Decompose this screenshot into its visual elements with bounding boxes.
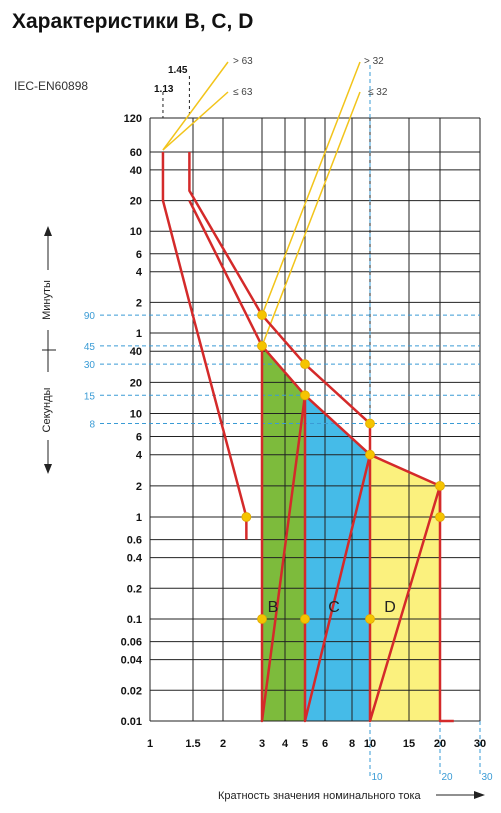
y-tick-label-minutes: 60 xyxy=(130,147,142,159)
limit-label: 1.13 xyxy=(154,84,174,95)
x-tick-label: 15 xyxy=(403,738,415,750)
y-tick-label-seconds: 0.02 xyxy=(121,685,142,697)
y-axis-label: Минуты Секунды xyxy=(41,226,56,474)
curve-0 xyxy=(161,152,248,540)
y-tick-dashed: 45 xyxy=(84,342,96,353)
y-tick-label-seconds: 0.04 xyxy=(121,655,143,667)
curve-1 xyxy=(188,152,442,522)
y-tick-label-seconds: 4 xyxy=(136,450,143,462)
x-tick-secondary: 30 xyxy=(481,772,493,783)
marker-dot xyxy=(365,418,375,429)
x-tick-secondary: 20 xyxy=(441,772,453,783)
y-tick-label-seconds: 1 xyxy=(136,512,142,524)
threshold-line xyxy=(261,91,361,347)
chart-title: Характеристики B, C, D xyxy=(12,10,253,33)
y-tick-label-seconds: 0.4 xyxy=(127,553,143,565)
y-tick-label-seconds: 20 xyxy=(130,377,142,389)
marker-dot xyxy=(257,614,267,624)
x-axis-label-text: Кратность значения номинального тока xyxy=(218,790,421,802)
y-tick-dashed: 8 xyxy=(89,420,95,431)
x-tick-label: 20 xyxy=(434,738,446,750)
y-tick-label-seconds: 0.2 xyxy=(127,583,142,595)
standard-label: IEC-EN60898 xyxy=(14,79,88,93)
curve-label-b: B xyxy=(268,599,279,616)
marker-dot xyxy=(241,512,252,522)
marker-dot xyxy=(365,449,375,460)
y-tick-label-seconds: 0.1 xyxy=(127,614,142,626)
y-axis-arrow-down-head xyxy=(44,464,52,474)
y-tick-label-minutes: 40 xyxy=(130,165,142,177)
horizontal-grid xyxy=(150,117,480,722)
curve-label-c: C xyxy=(328,599,340,616)
y-tick-label-seconds: 0.01 xyxy=(121,716,142,728)
x-axis-label: Кратность значения номинального тока xyxy=(218,790,485,802)
curve-2 xyxy=(188,200,371,456)
y-tick-label-minutes: 20 xyxy=(130,196,142,208)
y-tick-label-minutes: 6 xyxy=(136,249,142,261)
dashed-grid: 90 45 30 15 8 xyxy=(84,76,480,431)
y-tick-label-seconds: 40 xyxy=(130,346,142,358)
axis-labels: 12060402010642140201064210.60.40.20.10.0… xyxy=(121,56,493,783)
zone-c xyxy=(305,395,370,721)
marker-dot xyxy=(300,390,310,401)
y-tick-dashed: 15 xyxy=(84,391,96,402)
x-tick-label: 10 xyxy=(364,738,376,750)
markers xyxy=(241,310,445,624)
x-tick-label: 2 xyxy=(220,738,226,750)
curve-label-d: D xyxy=(384,599,396,616)
threshold-line xyxy=(162,91,229,151)
y-tick-label-seconds: 0.6 xyxy=(127,535,142,547)
marker-dot xyxy=(435,480,445,491)
y-tick-label-minutes: 4 xyxy=(136,267,143,279)
y-tick-label-seconds: 2 xyxy=(136,481,142,493)
marker-dot xyxy=(257,310,267,320)
y-tick-label-minutes: 120 xyxy=(124,113,142,125)
x-tick-label: 6 xyxy=(322,738,328,750)
zone-b xyxy=(262,345,305,721)
x-tick-label: 30 xyxy=(474,738,486,750)
x-axis-arrow-head xyxy=(474,791,485,799)
y-tick-label-minutes: 10 xyxy=(130,226,142,238)
x-tick-label: 1.5 xyxy=(185,738,200,750)
threshold-line xyxy=(162,61,229,151)
y-axis-label-seconds: Секунды xyxy=(41,387,53,432)
x-tick-label: 4 xyxy=(282,738,289,750)
threshold-label: > 32 xyxy=(364,56,384,67)
y-tick-label-minutes: 2 xyxy=(136,297,142,309)
limit-label: 1.45 xyxy=(168,65,188,76)
x-tick-label: 8 xyxy=(349,738,355,750)
y-tick-dashed: 30 xyxy=(84,360,96,371)
y-tick-label-seconds: 6 xyxy=(136,431,142,443)
threshold-lines xyxy=(162,61,361,347)
y-tick-label-seconds: 0.06 xyxy=(121,637,142,649)
y-tick-label-seconds: 10 xyxy=(130,409,142,421)
marker-dot xyxy=(300,614,310,624)
zones xyxy=(262,345,440,721)
marker-dot xyxy=(365,614,375,624)
y-tick-dashed: 90 xyxy=(84,311,96,322)
x-tick-label: 1 xyxy=(147,738,153,750)
threshold-label: ≤ 63 xyxy=(233,87,253,98)
marker-dot xyxy=(257,341,267,351)
threshold-line xyxy=(261,61,361,316)
x-tick-secondary: 10 xyxy=(371,772,383,783)
threshold-label: > 63 xyxy=(233,56,253,67)
marker-dot xyxy=(300,359,310,370)
x-tick-label: 5 xyxy=(302,738,308,750)
threshold-label: ≤ 32 xyxy=(368,87,388,98)
y-tick-label-minutes: 1 xyxy=(136,328,142,340)
y-axis-arrow-up-head xyxy=(44,226,52,236)
marker-dot xyxy=(435,512,445,522)
x-tick-label: 3 xyxy=(259,738,265,750)
y-axis-label-minutes: Минуты xyxy=(41,280,53,320)
